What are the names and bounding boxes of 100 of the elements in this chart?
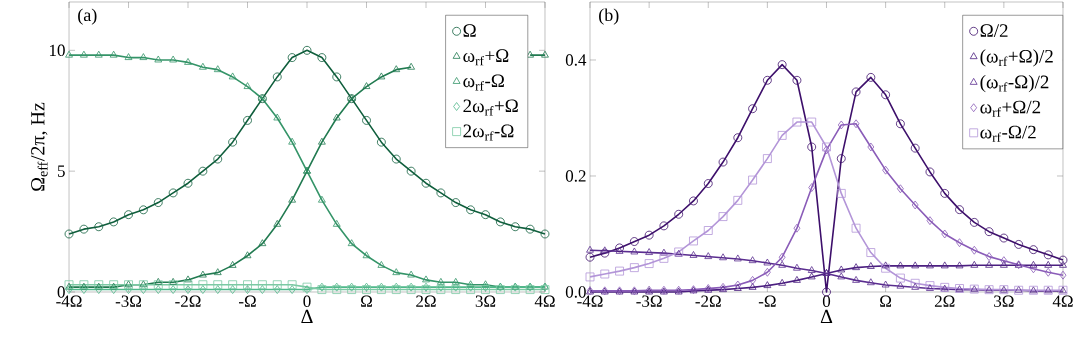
point — [881, 263, 891, 273]
point — [1059, 260, 1067, 268]
point — [719, 253, 727, 261]
point — [896, 281, 905, 289]
point — [630, 247, 639, 255]
x-tick-label: -Ω — [238, 295, 256, 307]
legend-label: ω$_{rf}$-Ω/2 — [980, 125, 1036, 142]
point — [911, 261, 920, 269]
point — [793, 223, 801, 233]
point — [95, 285, 103, 294]
legend-label: ω$_{rf}$-Ω — [463, 74, 504, 91]
point — [525, 224, 535, 234]
point — [600, 246, 609, 254]
point — [882, 165, 890, 175]
point — [362, 82, 371, 89]
point — [777, 60, 787, 70]
point — [80, 285, 88, 294]
point — [391, 154, 401, 164]
point — [332, 219, 341, 227]
point — [689, 251, 698, 258]
point — [762, 154, 772, 163]
point — [302, 45, 312, 55]
point — [213, 280, 223, 290]
x-tick-label: -2Ω — [175, 295, 201, 307]
y-tick-label: 0.4 — [565, 54, 587, 66]
point — [836, 188, 846, 198]
point — [213, 65, 222, 73]
point — [867, 142, 875, 152]
point — [362, 251, 371, 259]
point — [243, 280, 252, 290]
point — [733, 254, 742, 262]
x-tick-label: Ω — [880, 295, 892, 307]
x-tick-label: 2Ω — [934, 295, 955, 307]
point — [258, 239, 267, 247]
point — [184, 58, 192, 65]
legend-label: Ω/2 — [980, 24, 1008, 38]
legend-label: (ω$_{rf}$-Ω)/2 — [980, 75, 1049, 93]
point — [704, 252, 713, 260]
point — [733, 284, 742, 291]
point — [168, 188, 178, 198]
chart-title: (b) — [599, 8, 619, 25]
point — [481, 280, 490, 288]
point — [897, 184, 904, 194]
legend-label: Ω — [463, 24, 476, 37]
x-axis-title: Δ — [820, 309, 833, 324]
point — [659, 221, 669, 231]
point — [629, 237, 639, 246]
legend-label: ω$_{rf}$+Ω/2 — [980, 100, 1041, 117]
point — [154, 277, 163, 285]
point — [955, 261, 964, 269]
point — [689, 196, 698, 206]
point — [228, 261, 237, 268]
point — [257, 280, 267, 290]
point — [407, 270, 415, 278]
point — [733, 195, 743, 205]
point — [970, 260, 979, 268]
point — [421, 178, 431, 188]
point — [407, 62, 415, 70]
point — [377, 72, 386, 80]
legend-label: ω$_{rf}$+Ω — [463, 49, 509, 66]
x-axis-title: Δ — [301, 309, 313, 324]
y-tick-label: 0.2 — [565, 170, 586, 182]
x-tick-label: 3Ω — [475, 295, 496, 307]
point — [169, 55, 177, 63]
point — [941, 229, 949, 239]
point — [139, 285, 147, 294]
point — [807, 117, 817, 127]
point — [749, 275, 756, 285]
x-tick-label: -2Ω — [695, 295, 721, 307]
point — [718, 212, 728, 221]
point — [228, 280, 238, 290]
point — [793, 275, 801, 283]
point — [748, 256, 757, 264]
point — [272, 72, 282, 82]
y-tick-label: 5 — [57, 165, 65, 177]
point — [911, 200, 919, 210]
point — [852, 275, 860, 283]
point — [243, 116, 252, 125]
x-tick-label: 4Ω — [1052, 295, 1073, 307]
point — [318, 195, 326, 203]
point — [910, 278, 920, 288]
point — [376, 137, 386, 147]
point — [258, 285, 266, 294]
point — [332, 113, 341, 121]
point — [645, 248, 653, 255]
point — [1044, 267, 1052, 277]
point — [910, 143, 920, 153]
point — [109, 217, 119, 227]
point — [184, 275, 192, 283]
point — [836, 154, 846, 163]
point — [183, 178, 193, 188]
point — [332, 72, 342, 82]
point — [362, 116, 371, 125]
x-tick-label: 3Ω — [994, 295, 1014, 307]
point — [273, 219, 282, 227]
point — [807, 272, 816, 280]
point — [243, 251, 252, 259]
point — [866, 278, 875, 286]
point — [940, 188, 950, 198]
point — [244, 285, 251, 294]
